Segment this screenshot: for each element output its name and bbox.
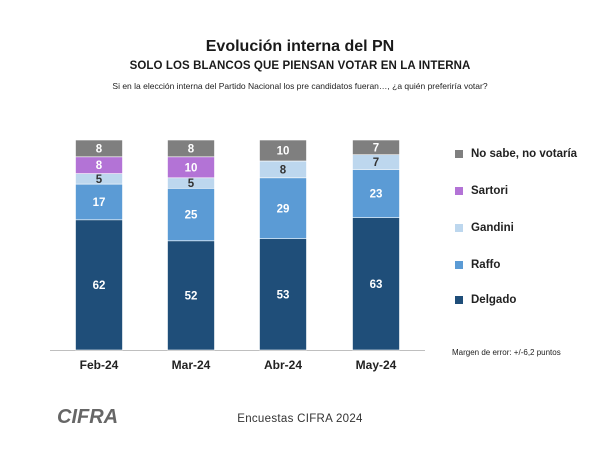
bar-segment-no-sabe-no-votar-a-mar-24 (167, 139, 215, 158)
data-label: 10 (185, 162, 198, 174)
legend-swatch (455, 261, 463, 269)
legend-swatch (455, 150, 463, 158)
data-label: 53 (277, 289, 290, 301)
data-label: 62 (93, 280, 106, 292)
x-tick-label: May-24 (356, 358, 397, 372)
data-label: 7 (373, 142, 379, 154)
data-label: 8 (280, 164, 287, 176)
bar-segment-raffo-mar-24 (167, 188, 215, 242)
bar-segment-delgado-may-24 (352, 217, 400, 351)
data-label: 8 (96, 160, 103, 172)
legend-label: Sartori (471, 185, 509, 197)
data-label: 10 (277, 146, 290, 158)
bar-segment-delgado-abr-24 (259, 238, 307, 351)
legend-item: No sabe, no votaría (455, 146, 600, 162)
cifra-logo: CIFRA (57, 406, 118, 428)
footer-source: Encuestas CIFRA 2024 (237, 413, 363, 425)
data-label: 5 (96, 174, 103, 186)
data-label: 7 (373, 157, 379, 169)
survey-question: Si en la elección interna del Partido Na… (112, 81, 488, 91)
legend-label: Delgado (471, 294, 517, 306)
legend-item: Raffo (455, 257, 600, 273)
data-label: 8 (188, 143, 195, 155)
bar-segment-no-sabe-no-votar-a-feb-24 (75, 139, 123, 158)
bar-segment-raffo-feb-24 (75, 183, 123, 221)
margin-of-error-note: Margen de error: +/-6,2 puntos (452, 348, 561, 357)
bar-segment-raffo-may-24 (352, 169, 400, 218)
legend-label: Gandini (471, 222, 514, 234)
legend-label: Raffo (471, 259, 501, 271)
x-tick-label: Mar-24 (172, 358, 211, 372)
data-label: 17 (93, 197, 106, 209)
bar-segment-no-sabe-no-votar-a-may-24 (352, 139, 400, 155)
legend-item: Gandini (455, 220, 600, 236)
data-label: 8 (96, 143, 103, 155)
legend-swatch (455, 187, 463, 195)
bar-segment-delgado-mar-24 (167, 240, 215, 351)
legend-item: Delgado (455, 292, 600, 308)
bar-segment-raffo-abr-24 (259, 177, 307, 240)
data-label: 5 (188, 178, 195, 190)
legend-swatch (455, 224, 463, 232)
bar-segment-delgado-feb-24 (75, 219, 123, 351)
data-label: 23 (370, 189, 383, 201)
legend-label: No sabe, no votaría (471, 148, 578, 160)
legend-item: Sartori (455, 183, 600, 199)
chart-title: Evolución interna del PN (205, 38, 395, 55)
bar-segment-no-sabe-no-votar-a-abr-24 (259, 139, 307, 162)
cifra-logo-text: CIFRA (57, 406, 118, 428)
data-label: 63 (370, 279, 383, 291)
data-label: 25 (185, 210, 198, 222)
legend-swatch (455, 296, 463, 304)
data-label: 52 (185, 290, 198, 302)
x-tick-label: Feb-24 (80, 358, 119, 372)
data-label: 29 (277, 203, 290, 215)
chart-subtitle: SOLO LOS BLANCOS QUE PIENSAN VOTAR EN LA… (129, 60, 471, 72)
x-tick-label: Abr-24 (264, 358, 302, 372)
